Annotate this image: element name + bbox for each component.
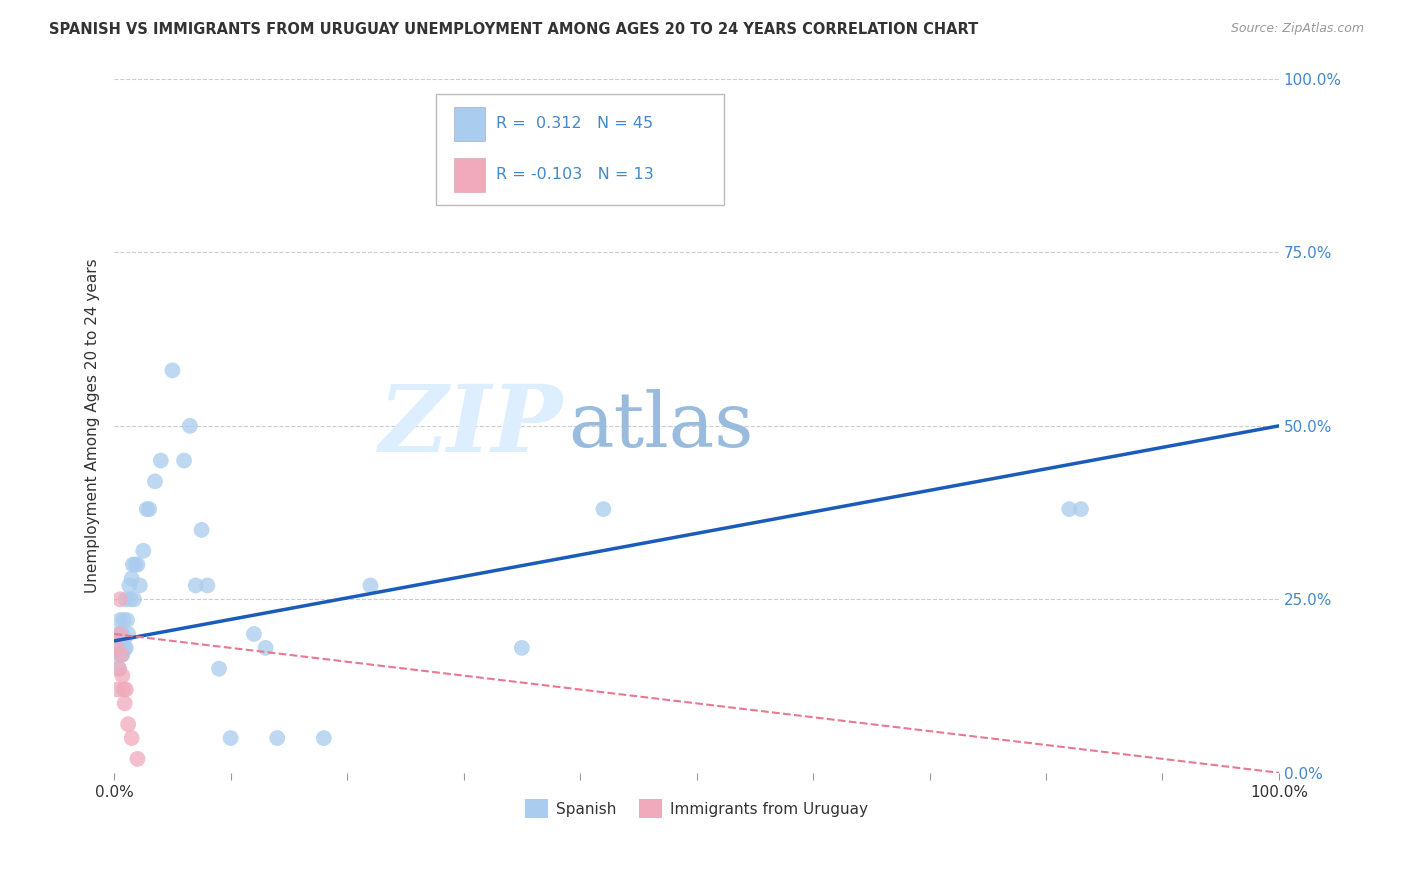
Point xyxy=(114,640,136,655)
Point xyxy=(108,662,131,676)
Point xyxy=(108,627,131,641)
Point xyxy=(117,717,139,731)
Point xyxy=(120,592,142,607)
Point xyxy=(190,523,212,537)
Text: SPANISH VS IMMIGRANTS FROM URUGUAY UNEMPLOYMENT AMONG AGES 20 TO 24 YEARS CORREL: SPANISH VS IMMIGRANTS FROM URUGUAY UNEMP… xyxy=(49,22,979,37)
Text: ZIP: ZIP xyxy=(378,381,562,471)
Point xyxy=(121,558,143,572)
Point xyxy=(110,648,132,662)
Point xyxy=(359,578,381,592)
Point xyxy=(219,731,242,745)
Point xyxy=(266,731,288,745)
Point xyxy=(118,578,141,592)
Point xyxy=(312,731,335,745)
Point xyxy=(108,662,131,676)
Point xyxy=(112,634,135,648)
Point xyxy=(162,363,184,377)
Point xyxy=(111,648,134,662)
Point xyxy=(592,502,614,516)
Point xyxy=(105,640,128,655)
Point xyxy=(510,640,533,655)
Y-axis label: Unemployment Among Ages 20 to 24 years: Unemployment Among Ages 20 to 24 years xyxy=(86,259,100,593)
Text: R =  0.312   N = 45: R = 0.312 N = 45 xyxy=(496,117,654,131)
Point xyxy=(1059,502,1081,516)
Point xyxy=(117,627,139,641)
Point xyxy=(108,613,131,627)
Point xyxy=(143,475,166,489)
Text: Source: ZipAtlas.com: Source: ZipAtlas.com xyxy=(1230,22,1364,36)
Point xyxy=(128,578,150,592)
Point xyxy=(114,640,136,655)
Point xyxy=(121,731,143,745)
Point xyxy=(107,682,129,697)
Point xyxy=(124,558,146,572)
Point xyxy=(149,453,172,467)
Point xyxy=(195,578,218,592)
Text: R = -0.103   N = 13: R = -0.103 N = 13 xyxy=(496,168,654,182)
Point xyxy=(138,502,160,516)
Point xyxy=(208,662,231,676)
Point xyxy=(110,648,132,662)
Point xyxy=(243,627,266,641)
Point xyxy=(111,627,134,641)
Point xyxy=(127,752,149,766)
Point xyxy=(105,648,128,662)
Point xyxy=(114,592,136,607)
Point xyxy=(108,592,131,607)
Point xyxy=(132,543,155,558)
Point xyxy=(112,613,135,627)
Legend: Spanish, Immigrants from Uruguay: Spanish, Immigrants from Uruguay xyxy=(519,793,875,824)
Point xyxy=(114,682,136,697)
Point xyxy=(107,627,129,641)
Point xyxy=(1070,502,1092,516)
Point xyxy=(111,668,134,682)
Point xyxy=(179,418,201,433)
Point xyxy=(173,453,195,467)
Point xyxy=(184,578,207,592)
Point xyxy=(112,682,135,697)
Point xyxy=(121,572,143,586)
Point xyxy=(115,613,138,627)
Point xyxy=(122,592,145,607)
Point xyxy=(114,697,136,711)
Text: atlas: atlas xyxy=(568,389,754,463)
Point xyxy=(135,502,157,516)
Point xyxy=(254,640,277,655)
Point xyxy=(108,640,131,655)
Point xyxy=(127,558,149,572)
